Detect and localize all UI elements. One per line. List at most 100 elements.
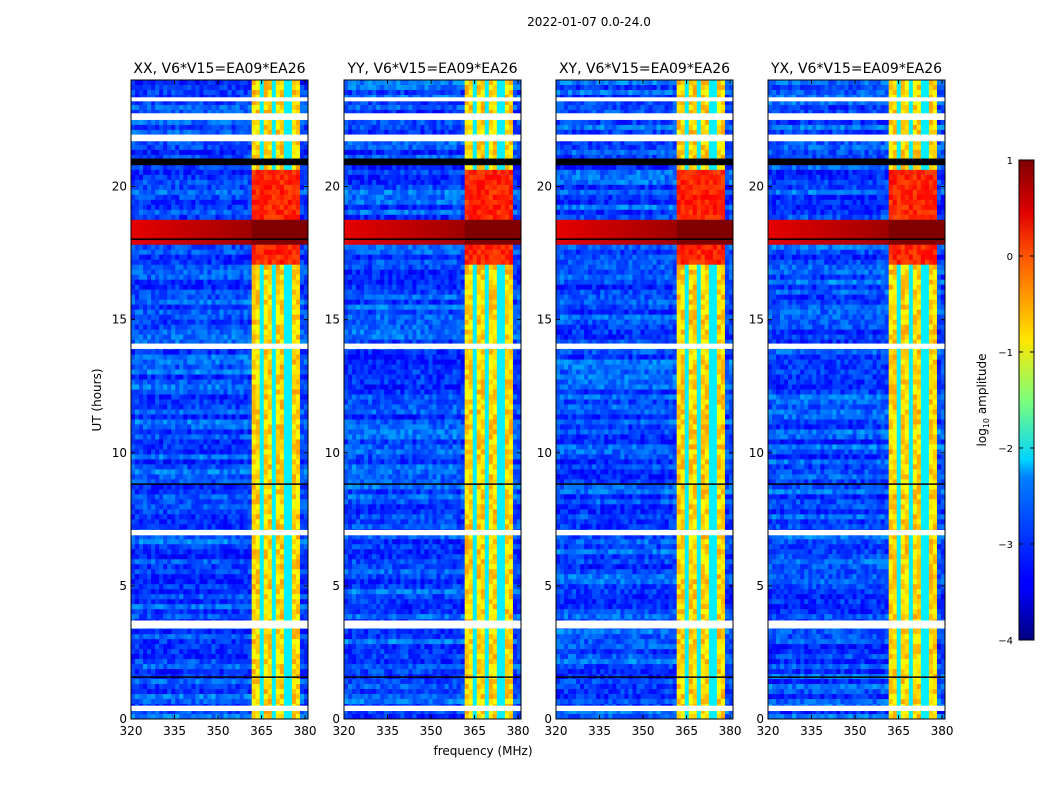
- heatmap-cell: [267, 494, 273, 500]
- heatmap-cell: [131, 359, 136, 365]
- heatmap-cell: [203, 174, 208, 181]
- heatmap-cell: [243, 204, 249, 211]
- heatmap-cell: [175, 274, 180, 281]
- heatmap-cell: [175, 464, 180, 470]
- heatmap-cell: [299, 439, 305, 445]
- heatmap-cell: [195, 544, 200, 550]
- heatmap-cell: [203, 269, 208, 276]
- heatmap-cell: [303, 634, 309, 640]
- heatmap-cell: [219, 304, 224, 311]
- heatmap-cell: [175, 329, 180, 335]
- heatmap-cell: [135, 214, 140, 221]
- heatmap-cell: [219, 414, 224, 420]
- heatmap-cell: [287, 379, 293, 385]
- heatmap-cell: [267, 599, 273, 605]
- heatmap-cell: [243, 429, 249, 435]
- heatmap-cell: [215, 629, 220, 635]
- heatmap-cell: [219, 494, 224, 500]
- heatmap-cell: [131, 459, 136, 465]
- heatmap-cell: [191, 164, 196, 171]
- heatmap-cell: [231, 414, 236, 420]
- heatmap-cell: [263, 304, 269, 311]
- heatmap-cell: [203, 519, 208, 525]
- heatmap-cell: [235, 519, 241, 525]
- heatmap-cell: [207, 314, 212, 321]
- heatmap-cell: [131, 249, 136, 256]
- heatmap-cell: [187, 214, 192, 221]
- heatmap-cell: [275, 389, 281, 395]
- heatmap-cell: [283, 564, 289, 570]
- panel-title: XX, V6*V15=EA09*EA26: [133, 61, 305, 77]
- heatmap-cell: [175, 139, 180, 146]
- heatmap-cell: [283, 384, 289, 390]
- heatmap-cell: [155, 194, 160, 201]
- heatmap-cell: [207, 494, 212, 500]
- heatmap-cell: [159, 559, 164, 565]
- heatmap-cell: [223, 284, 228, 291]
- heatmap-cell: [183, 169, 188, 176]
- heatmap-cell: [251, 574, 257, 580]
- heatmap-cell: [203, 144, 208, 151]
- heatmap-cell: [167, 154, 172, 161]
- heatmap-cell: [179, 249, 184, 256]
- heatmap-cell: [175, 404, 180, 410]
- heatmap-cell: [291, 314, 297, 321]
- heatmap-cell: [175, 269, 180, 276]
- heatmap-cell: [219, 444, 224, 450]
- heatmap-cell: [267, 454, 273, 460]
- heatmap-cell: [163, 339, 168, 345]
- heatmap-cell: [303, 339, 309, 345]
- heatmap-cell: [187, 554, 192, 560]
- heatmap-cell: [287, 464, 293, 470]
- heatmap-cell: [211, 569, 216, 575]
- heatmap-cell: [287, 109, 293, 116]
- heatmap-cell: [131, 544, 136, 550]
- heatmap-cell: [159, 634, 164, 640]
- heatmap-cell: [135, 254, 140, 261]
- heatmap-cell: [291, 434, 297, 440]
- heatmap-cell: [243, 419, 249, 425]
- heatmap-cell: [211, 309, 216, 316]
- heatmap-cell: [223, 384, 228, 390]
- heatmap-cell: [267, 154, 273, 161]
- heatmap-cell: [267, 299, 273, 306]
- heatmap-cell: [279, 329, 285, 335]
- heatmap-cell: [279, 584, 285, 590]
- heatmap-cell: [231, 569, 236, 575]
- heatmap-cell: [223, 304, 228, 311]
- heatmap-cell: [159, 319, 164, 326]
- heatmap-cell: [175, 209, 180, 216]
- heatmap-cell: [295, 149, 301, 156]
- heatmap-cell: [231, 229, 236, 236]
- heatmap-cell: [287, 559, 293, 565]
- heatmap-cell: [251, 374, 257, 380]
- heatmap-cell: [143, 514, 148, 520]
- heatmap-cell: [287, 129, 293, 136]
- heatmap-cell: [135, 554, 140, 560]
- heatmap-cell: [163, 164, 168, 171]
- heatmap-cell: [207, 109, 212, 116]
- heatmap-cell: [255, 204, 261, 211]
- heatmap-cell: [287, 174, 293, 181]
- heatmap-cell: [215, 244, 220, 251]
- heatmap-cell: [243, 589, 249, 595]
- heatmap-cell: [187, 639, 192, 645]
- heatmap-cell: [159, 139, 164, 146]
- heatmap-cell: [195, 609, 200, 615]
- heatmap-cell: [295, 174, 301, 181]
- heatmap-cell: [299, 309, 305, 316]
- heatmap-cell: [295, 119, 301, 126]
- heatmap-cell: [247, 84, 253, 91]
- heatmap-cell: [235, 534, 241, 540]
- heatmap-cell: [199, 519, 204, 525]
- heatmap-cell: [195, 349, 200, 355]
- heatmap-cell: [259, 279, 265, 286]
- heatmap-cell: [171, 429, 176, 435]
- heatmap-cell: [155, 204, 160, 211]
- heatmap-cell: [179, 584, 184, 590]
- heatmap-cell: [235, 204, 241, 211]
- heatmap-cell: [299, 359, 305, 365]
- heatmap-cell: [271, 614, 277, 620]
- heatmap-cell: [251, 274, 257, 281]
- heatmap-cell: [163, 409, 168, 415]
